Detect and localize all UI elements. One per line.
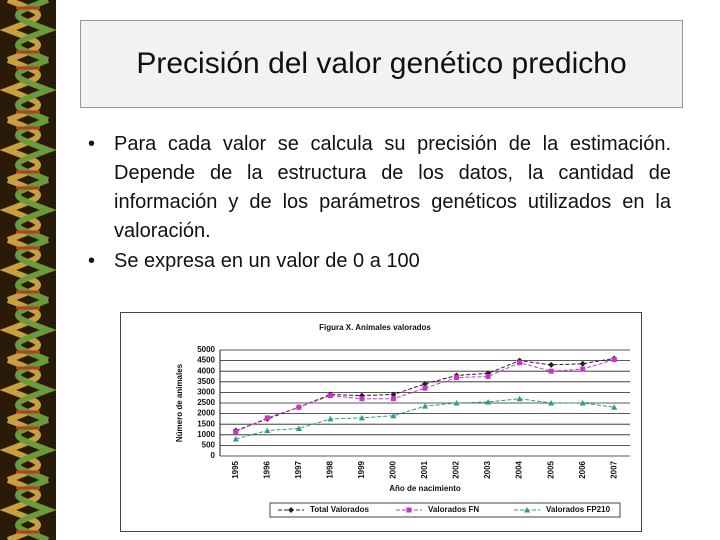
point <box>611 357 617 363</box>
point <box>232 436 239 442</box>
bullet: Se expresa en un valor de 0 a 100 <box>88 247 671 276</box>
point <box>264 427 271 434</box>
y-axis-label: Número de animales <box>175 363 184 442</box>
legend-label: Valorados FP210 <box>546 505 611 514</box>
point <box>296 404 302 410</box>
point <box>548 400 555 406</box>
point <box>327 393 333 399</box>
point <box>548 368 554 374</box>
point <box>548 361 555 368</box>
point <box>295 425 302 431</box>
point <box>579 360 586 367</box>
x-tick-label: 2007 <box>609 460 618 478</box>
legend-label: Total Valorados <box>310 505 370 514</box>
point <box>453 400 460 406</box>
x-tick-label: 2001 <box>420 460 429 478</box>
y-tick-label: 1000 <box>197 430 215 439</box>
x-tick-label: 2000 <box>389 460 398 478</box>
point <box>524 507 530 513</box>
y-tick-label: 4000 <box>197 366 215 375</box>
point <box>422 385 428 391</box>
point <box>516 395 523 402</box>
x-tick-label: 1995 <box>231 460 240 478</box>
x-tick-label: 2003 <box>483 460 492 478</box>
point <box>422 380 428 387</box>
y-tick-label: 3500 <box>197 377 215 386</box>
dna-decoration <box>0 0 56 540</box>
x-tick-label: 2005 <box>546 460 555 478</box>
y-tick-label: 500 <box>202 441 216 450</box>
point <box>422 403 428 409</box>
x-tick-label: 1996 <box>262 460 271 478</box>
point <box>611 404 618 410</box>
x-tick-label: 2002 <box>452 460 461 478</box>
y-tick-label: 3000 <box>197 388 215 397</box>
x-axis-label: Año de nacimiento <box>389 484 461 493</box>
bullet-list: Para cada valor se calcula su precisión … <box>88 130 671 277</box>
x-tick-label: 2004 <box>515 460 524 478</box>
x-tick-label: 2006 <box>578 460 587 478</box>
point <box>358 414 365 421</box>
chart-title: Figura X. Animales valorados <box>319 323 431 332</box>
point <box>288 507 294 513</box>
chart: Figura X. Animales valorados Número de a… <box>120 312 642 532</box>
point <box>359 396 365 402</box>
y-tick-label: 4500 <box>197 356 215 365</box>
y-tick-label: 2500 <box>197 398 215 407</box>
y-tick-label: 1500 <box>197 419 215 428</box>
point <box>327 415 334 422</box>
x-tick-label: 1999 <box>357 460 366 478</box>
point <box>264 415 270 421</box>
x-tick-label: 1997 <box>294 460 303 478</box>
y-tick-label: 0 <box>211 451 216 460</box>
point <box>406 507 412 513</box>
point <box>390 412 397 419</box>
point <box>233 429 239 435</box>
point <box>485 398 492 405</box>
point <box>390 391 397 398</box>
legend-label: Valorados FN <box>428 505 479 514</box>
bullet: Para cada valor se calcula su precisión … <box>88 130 671 246</box>
legend-box <box>269 502 621 518</box>
slide-title: Precisión del valor genético predicho <box>80 20 683 108</box>
y-tick-label: 2000 <box>197 409 215 418</box>
point <box>454 375 460 381</box>
point <box>517 360 523 366</box>
point <box>390 396 396 402</box>
chart-frame <box>120 312 642 532</box>
y-tick-label: 5000 <box>197 345 215 354</box>
point <box>580 366 586 372</box>
x-tick-label: 1998 <box>325 460 334 478</box>
point <box>485 374 491 379</box>
point <box>579 400 586 406</box>
point <box>485 370 492 377</box>
